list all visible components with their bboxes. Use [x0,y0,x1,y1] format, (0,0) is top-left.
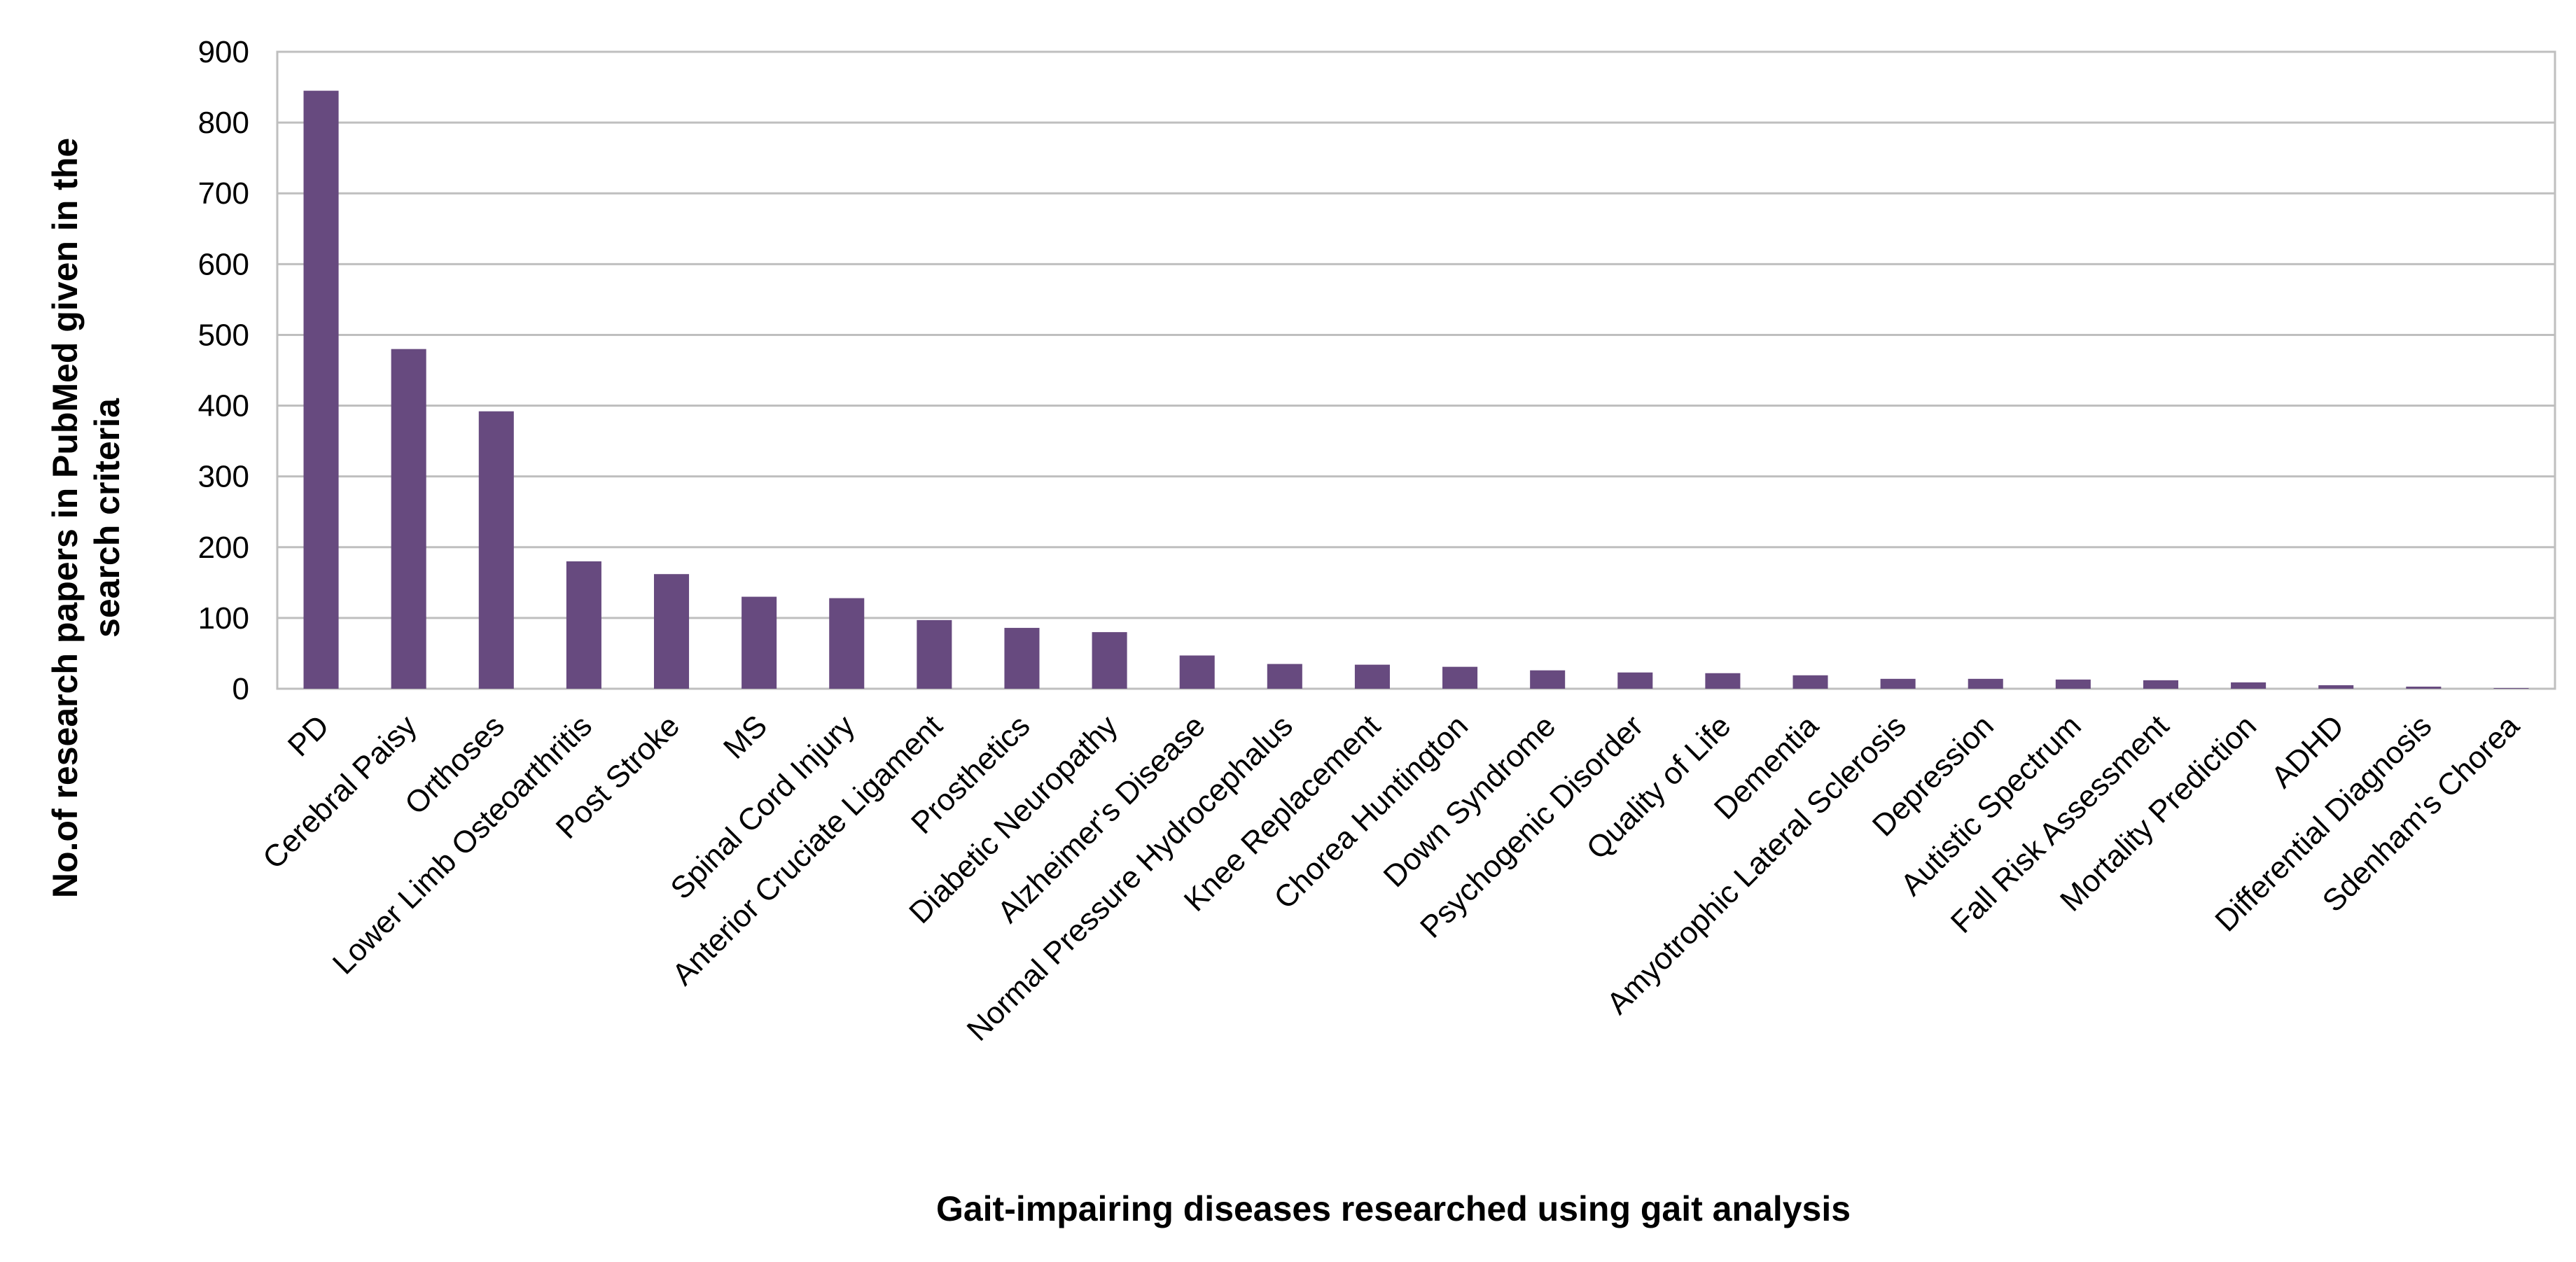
y-tick-label: 700 [198,176,249,211]
bar [829,598,865,689]
bar [2406,686,2442,689]
y-axis-title-line: search criteria [88,398,127,638]
y-axis-ticks: 0 100 200 300 400 500 600 700 800 900 [198,35,249,706]
bar [1617,672,1653,689]
bar [1004,628,1040,689]
y-tick-label: 800 [198,106,249,140]
bar [1705,673,1741,689]
x-tick-label: PD [281,708,336,763]
bar [2055,679,2091,689]
x-tick-label: MS [717,708,774,765]
y-tick-label: 300 [198,460,249,494]
bar [391,349,426,689]
bar [1179,655,1215,689]
y-axis-title: No.of research papers in PubMed given in… [46,138,127,898]
y-tick-label: 900 [198,35,249,69]
bar [1092,632,1127,689]
y-axis-title-line: No.of research papers in PubMed given in… [46,138,85,898]
bar [2231,682,2267,689]
y-tick-label: 500 [198,318,249,352]
bar [653,574,690,689]
x-tick-label: Normal Pressure Hydrocephalus [961,708,1300,1047]
y-tick-label: 0 [232,672,249,706]
bar [2143,680,2179,689]
bar [1880,678,1916,689]
plot-frame [276,50,2556,690]
bar [917,619,952,689]
bar [2318,685,2354,689]
bar [566,561,601,689]
bar [1354,664,1390,689]
bar [478,411,514,689]
x-axis-title: Gait-impairing diseases researched using… [936,1189,1851,1228]
bar [1792,675,1828,689]
x-tick-label: Cerebral Paisy [256,708,424,876]
y-tick-label: 400 [198,389,249,423]
y-tick-label: 600 [198,247,249,281]
gridlines [277,50,2555,690]
y-tick-label: 200 [198,531,249,565]
bar [303,90,339,689]
bar [1530,670,1566,689]
bars [303,90,2529,689]
bar [1267,664,1302,689]
x-tick-label: ADHD [2264,708,2351,794]
bar [742,596,777,689]
bar [1442,666,1478,689]
bar [1968,678,2003,689]
bar [2493,687,2529,689]
y-tick-label: 100 [198,601,249,636]
